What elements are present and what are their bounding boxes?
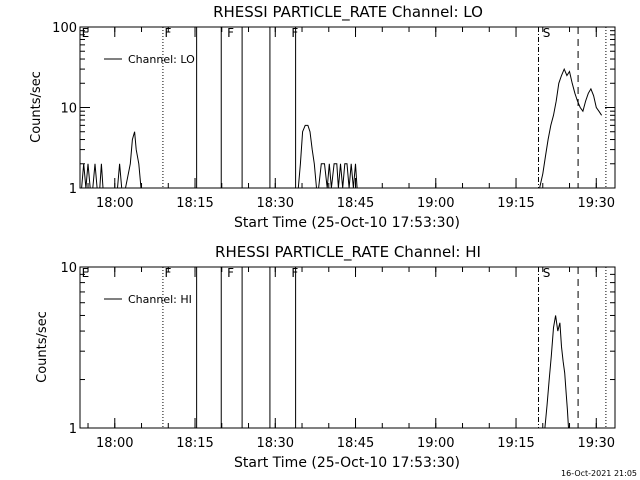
y-axis-label: Counts/sec (35, 311, 50, 383)
x-tick-label: 18:00 (96, 196, 133, 211)
x-tick-label: 18:45 (337, 196, 374, 211)
hi-channel-plot: RHESSI PARTICLE_RATE Channel: HI Counts/… (35, 243, 616, 471)
x-tick-label: 19:30 (578, 436, 615, 451)
x-tick-label: 18:45 (337, 436, 374, 451)
generated-timestamp: 16-Oct-2021 21:05 (561, 469, 637, 478)
lo-channel-plot: RHESSI PARTICLE_RATE Channel: LO Counts/… (29, 3, 616, 231)
x-tick-label: 18:30 (257, 196, 294, 211)
y-axis-label: Counts/sec (29, 71, 44, 143)
flag-label: F (165, 266, 172, 280)
flag-label: S (543, 266, 551, 280)
legend-label: Channel: LO (128, 53, 195, 66)
flag-label: S (543, 26, 551, 40)
x-axis-label: Start Time (25-Oct-10 17:53:30) (234, 215, 460, 231)
flag-label: E (82, 266, 90, 280)
series-line (539, 67, 603, 189)
flag-label: E (82, 26, 90, 40)
x-tick-label: 19:00 (417, 196, 454, 211)
x-tick-label: 19:30 (578, 196, 615, 211)
series-line (81, 163, 104, 189)
x-tick-label: 19:15 (497, 196, 534, 211)
x-axis-label: Start Time (25-Oct-10 17:53:30) (234, 455, 460, 471)
y-tick-label: 10 (60, 261, 77, 276)
y-tick-label: 1 (69, 422, 77, 437)
series-line (297, 124, 358, 189)
flag-label: F (227, 266, 234, 280)
series-line (544, 315, 569, 429)
legend-label: Channel: HI (128, 293, 192, 306)
x-tick-label: 18:15 (176, 436, 213, 451)
y-tick-label: 100 (52, 21, 77, 36)
flag-label: F (291, 266, 298, 280)
plot-title: RHESSI PARTICLE_RATE Channel: HI (215, 243, 481, 262)
flag-label: F (227, 26, 234, 40)
plot-frame (79, 26, 616, 189)
y-tick-label: 10 (60, 102, 77, 117)
x-tick-label: 18:00 (96, 436, 133, 451)
y-tick-label: 1 (69, 182, 77, 197)
x-tick-label: 19:15 (497, 436, 534, 451)
series-line (117, 131, 142, 189)
x-tick-label: 19:00 (417, 436, 454, 451)
x-tick-label: 18:15 (176, 196, 213, 211)
plot-frame (79, 266, 616, 429)
x-tick-label: 18:30 (257, 436, 294, 451)
flag-label: F (165, 26, 172, 40)
plot-title: RHESSI PARTICLE_RATE Channel: LO (213, 3, 483, 22)
flag-label: F (291, 26, 298, 40)
